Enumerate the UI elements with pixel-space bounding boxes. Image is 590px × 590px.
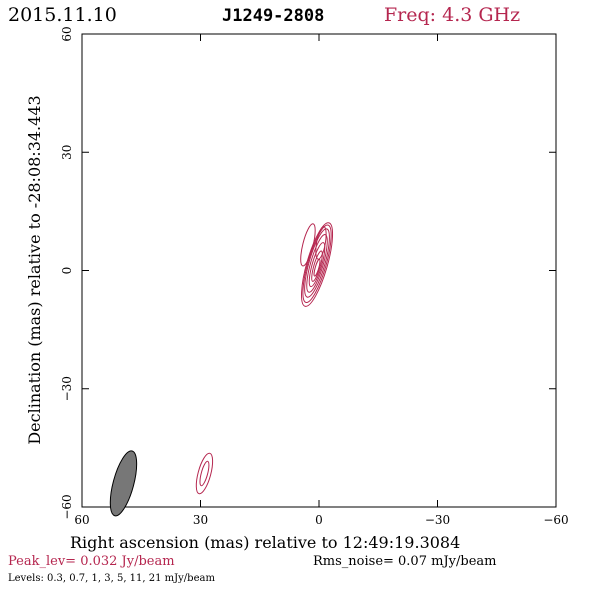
beam-layer (109, 450, 138, 517)
y-tick-label: −30 (60, 376, 74, 401)
observation-date: 2015.11.10 (8, 4, 117, 26)
source-name: J1249-2808 (222, 6, 325, 26)
contour-core-3 (306, 234, 328, 293)
rms-noise: Rms_noise= 0.07 mJy/beam (313, 554, 497, 569)
contour-ext-north-0 (300, 223, 316, 267)
y-tick-label: 0 (60, 267, 74, 275)
contour-feature-southeast-0 (195, 452, 214, 495)
contour-core-2 (304, 228, 330, 298)
contour-levels: Levels: 0.3, 0.7, 1, 3, 5, 11, 21 mJy/be… (8, 573, 215, 584)
contour-core-4 (308, 242, 326, 288)
contour-feature-southeast-1 (199, 460, 210, 487)
contour-ext-northwest-0 (315, 226, 327, 260)
y-tick-label: −60 (60, 494, 74, 519)
x-tick-label: 60 (74, 513, 89, 527)
frequency-label: Freq: 4.3 GHz (384, 4, 521, 26)
contour-layer (195, 222, 334, 495)
y-axis-label: Declination (mas) relative to -28:08:34.… (25, 95, 44, 444)
peak-level: Peak_lev= 0.032 Jy/beam (8, 554, 175, 569)
restoring-beam (109, 450, 138, 517)
x-tick-label: 0 (315, 513, 323, 527)
contour-core-1 (302, 224, 332, 304)
x-tick-label: −30 (425, 513, 450, 527)
x-tick-label: −60 (543, 513, 568, 527)
x-axis-label: Right ascension (mas) relative to 12:49:… (70, 533, 461, 552)
contour-core-6 (313, 258, 321, 277)
x-tick-label: 30 (193, 513, 208, 527)
y-tick-label: 30 (60, 145, 74, 160)
contour-core-5 (311, 250, 323, 282)
y-tick-label: 60 (60, 26, 74, 41)
